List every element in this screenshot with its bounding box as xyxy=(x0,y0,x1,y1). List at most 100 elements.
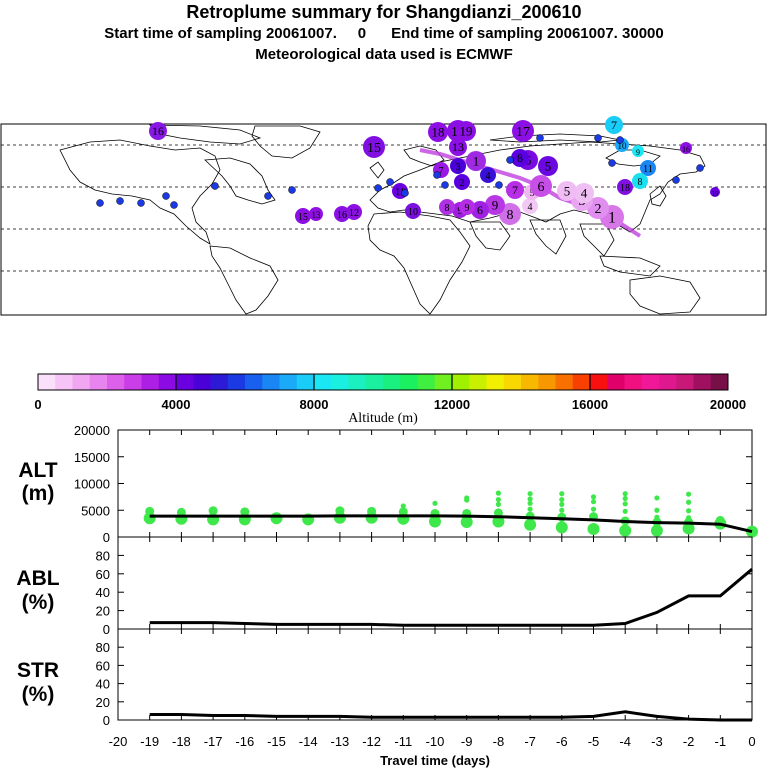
plume-marker: 18 xyxy=(428,122,448,142)
colorbar-swatch xyxy=(624,374,643,390)
panel-ylabel: ALT xyxy=(18,459,57,482)
altitude-point xyxy=(559,491,565,497)
colorbar-tick-label: 20000 xyxy=(710,397,746,412)
plume-marker-label: 8 xyxy=(638,177,643,188)
colorbar-tick-label: 8000 xyxy=(300,397,329,412)
panel-alt: 20000 15000 10000 5000 0 ALT(m) xyxy=(18,423,758,545)
plume-marker-label: 12 xyxy=(349,208,359,219)
x-tick-label: -19 xyxy=(140,734,159,749)
altitude-point xyxy=(686,515,692,521)
plume-marker-dot xyxy=(363,136,385,158)
plume-marker-label: 4 xyxy=(486,171,491,182)
x-tick-label: 0 xyxy=(748,734,755,749)
plume-marker-label: 13 xyxy=(452,140,464,154)
plume-marker-dot xyxy=(480,167,496,183)
plume-marker-label: 10 xyxy=(618,141,628,151)
plume-marker-label: 5 xyxy=(530,188,535,199)
plume-marker-label: 16 xyxy=(337,210,347,221)
plume-marker-dot xyxy=(439,199,455,215)
plume-marker-dot xyxy=(632,145,644,157)
plume-marker: 4 xyxy=(574,183,594,203)
plume-marker-label: 5 xyxy=(564,184,571,199)
plume-marker-label: 1 xyxy=(473,154,480,169)
plume-marker: 8 xyxy=(499,203,521,225)
x-tick-label: -18 xyxy=(172,734,191,749)
x-tick-label: -11 xyxy=(394,734,412,749)
altitude-point xyxy=(335,506,345,516)
plume-marker-dot xyxy=(574,183,594,203)
plume-marker: 9 xyxy=(485,195,505,215)
altitude-point xyxy=(527,491,533,497)
start-label: Start time of sampling xyxy=(104,25,262,42)
altitude-point xyxy=(622,491,628,497)
plume-marker-dot xyxy=(680,142,692,154)
altitude-point xyxy=(654,495,660,501)
x-tick-label: -4 xyxy=(619,734,631,749)
plume-marker-dot xyxy=(530,175,552,197)
x-tick-label: -1 xyxy=(715,734,727,749)
plume-minor-dot xyxy=(264,192,272,200)
colorbar-tick-label: 4000 xyxy=(162,397,191,412)
sampling-time-line: Start time of sampling 20061007. 0 End t… xyxy=(0,25,768,42)
plume-marker: 2 xyxy=(454,174,470,190)
plume-minor-dot xyxy=(536,134,544,142)
abl-fraction-line xyxy=(149,568,753,627)
colorbar-swatch xyxy=(452,374,470,390)
plume-marker: 7 xyxy=(605,116,623,134)
plume-marker: 4 xyxy=(522,198,538,214)
colorbar-swatch xyxy=(89,374,108,390)
altitude-point xyxy=(686,491,692,497)
altitude-point xyxy=(429,515,441,528)
y-tick-label: 20000 xyxy=(74,423,110,438)
plume-marker-label: 18 xyxy=(620,183,630,194)
plume-marker-label: 9 xyxy=(465,203,470,214)
panel-frame xyxy=(117,536,753,630)
colorbar-swatch xyxy=(176,374,194,390)
y-tick-label: 40 xyxy=(96,585,110,600)
plume-marker-dot xyxy=(449,138,467,156)
y-tick-label: 0 xyxy=(103,713,110,728)
panel-str: 80 60 40 20 0 STR(%) xyxy=(17,628,753,728)
plume-minor-dot xyxy=(433,171,441,179)
altitude-point xyxy=(590,494,597,500)
plume-marker-label: 7 xyxy=(611,118,617,132)
altitude-point xyxy=(270,512,283,525)
altitude-point xyxy=(555,521,568,534)
plume-marker-dot xyxy=(471,201,489,219)
y-tick-label: 15000 xyxy=(74,450,110,465)
coast-africa xyxy=(367,211,471,315)
x-tick-label: -8 xyxy=(493,734,505,749)
altitude-point xyxy=(619,524,632,537)
plume-marker-dot xyxy=(640,160,656,176)
plume-minor-dot xyxy=(374,184,382,192)
plume-marker-label: 13 xyxy=(312,210,322,220)
plume-marker-label: 6 xyxy=(477,203,483,217)
plume-marker-label: 2 xyxy=(460,178,465,189)
plume-marker-label: 16 xyxy=(682,145,690,154)
plume-marker-label: 9 xyxy=(458,206,463,217)
x-tick-label: -12 xyxy=(362,734,381,749)
plume-marker: 12 xyxy=(346,204,362,220)
start-value: 20061007. 0 xyxy=(265,25,367,42)
plume-marker-dot xyxy=(405,203,421,219)
plume-marker-dot xyxy=(512,120,534,142)
altitude-point xyxy=(559,496,565,503)
panel-ylabel: STR xyxy=(17,659,59,682)
altitude-point xyxy=(622,495,628,502)
plume-marker: 9 xyxy=(632,145,644,157)
plume-marker-label: 11 xyxy=(643,164,653,175)
altitude-point xyxy=(590,499,597,505)
altitude-point xyxy=(208,506,218,516)
x-tick-label: -2 xyxy=(683,734,695,749)
plume-marker-label: 4 xyxy=(528,202,533,213)
altitude-point xyxy=(650,524,663,537)
plume-marker: 7 xyxy=(506,181,524,199)
plume-marker-label: 3 xyxy=(456,162,461,173)
str-fraction-line xyxy=(149,710,752,722)
altitude-point xyxy=(654,514,660,520)
plume-marker-label: 8 xyxy=(445,203,450,214)
plume-marker-dot xyxy=(710,187,720,197)
panel-abl: 80 60 40 20 0 ABL(%) xyxy=(16,536,753,637)
plume-minor-dot xyxy=(162,192,170,200)
